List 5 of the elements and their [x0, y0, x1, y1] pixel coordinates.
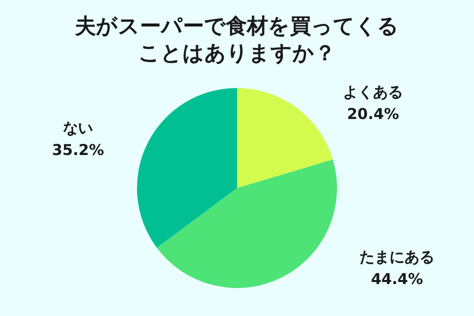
label: たまにある: [360, 248, 434, 266]
title: 夫がスーパーで食材を買ってくる: [75, 14, 399, 38]
title: ことはありますか？: [138, 41, 336, 65]
label: よくある: [343, 83, 403, 101]
label: ない: [63, 119, 93, 137]
